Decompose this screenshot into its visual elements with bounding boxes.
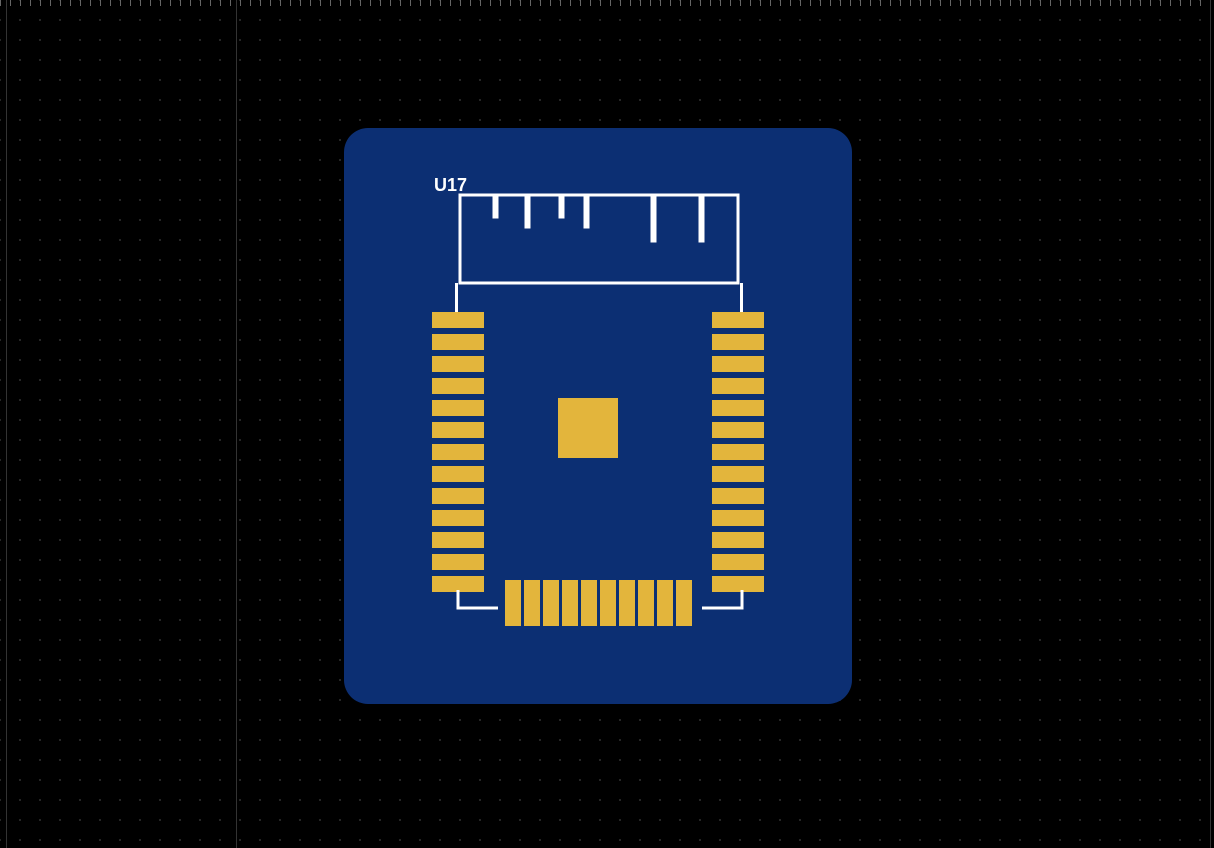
pcb-canvas[interactable]: U17: [0, 0, 1214, 848]
pad-left-5[interactable]: [432, 400, 484, 416]
pad-bottom-1[interactable]: [505, 580, 521, 626]
pad-right-3[interactable]: [712, 356, 764, 372]
pad-left-4[interactable]: [432, 378, 484, 394]
pad-left-1[interactable]: [432, 312, 484, 328]
pad-left-12[interactable]: [432, 554, 484, 570]
pad-right-8[interactable]: [712, 466, 764, 482]
pad-left-13[interactable]: [432, 576, 484, 592]
pad-left-8[interactable]: [432, 466, 484, 482]
pad-bottom-7[interactable]: [619, 580, 635, 626]
vertical-guide: [236, 0, 237, 848]
pad-bottom-5[interactable]: [581, 580, 597, 626]
pad-right-7[interactable]: [712, 444, 764, 460]
pad-left-9[interactable]: [432, 488, 484, 504]
pad-right-4[interactable]: [712, 378, 764, 394]
vertical-guide-right-edge: [1210, 0, 1211, 848]
pad-right-6[interactable]: [712, 422, 764, 438]
pad-bottom-8[interactable]: [638, 580, 654, 626]
pad-bottom-9[interactable]: [657, 580, 673, 626]
center-thermal-pad[interactable]: [558, 398, 618, 458]
pad-right-1[interactable]: [712, 312, 764, 328]
pad-bottom-2[interactable]: [524, 580, 540, 626]
pad-left-3[interactable]: [432, 356, 484, 372]
pad-right-2[interactable]: [712, 334, 764, 350]
pad-right-10[interactable]: [712, 510, 764, 526]
pad-bottom-4[interactable]: [562, 580, 578, 626]
pad-left-2[interactable]: [432, 334, 484, 350]
silkscreen-top-outline: [460, 195, 738, 288]
pad-left-10[interactable]: [432, 510, 484, 526]
vertical-guide-left-edge: [6, 0, 7, 848]
silk-bottom-right-stub: [702, 598, 742, 618]
silk-right-connector: [740, 283, 743, 312]
pad-left-6[interactable]: [432, 422, 484, 438]
pad-bottom-10[interactable]: [676, 580, 692, 626]
silk-bottom-left-stub: [458, 598, 498, 618]
pad-right-11[interactable]: [712, 532, 764, 548]
pad-right-9[interactable]: [712, 488, 764, 504]
component-ref-designator[interactable]: U17: [434, 175, 467, 196]
pad-bottom-3[interactable]: [543, 580, 559, 626]
pad-right-13[interactable]: [712, 576, 764, 592]
pad-right-5[interactable]: [712, 400, 764, 416]
pad-left-11[interactable]: [432, 532, 484, 548]
silk-left-connector: [455, 283, 458, 312]
pad-left-7[interactable]: [432, 444, 484, 460]
ruler-top: [0, 0, 1214, 6]
pad-right-12[interactable]: [712, 554, 764, 570]
pad-bottom-6[interactable]: [600, 580, 616, 626]
